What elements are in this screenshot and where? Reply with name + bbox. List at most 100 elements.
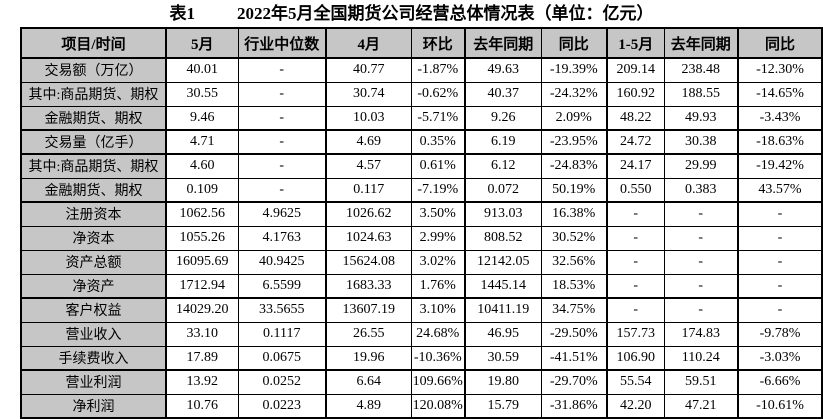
table-cell: - bbox=[737, 201, 823, 227]
table-cell: 4.71 bbox=[165, 129, 239, 155]
table-cell: 4.57 bbox=[325, 153, 412, 179]
table-cell: - bbox=[663, 249, 739, 275]
table-cell: - bbox=[606, 297, 665, 323]
table-cell: 40.01 bbox=[165, 57, 239, 83]
table-row: 净资本 1055.26 4.1763 1024.63 2.99% 808.52 30.52%… bbox=[20, 225, 823, 251]
table-cell: 30.74 bbox=[325, 81, 412, 107]
table-cell: 30.59 bbox=[464, 345, 542, 371]
table-cell: 174.83 bbox=[663, 321, 739, 347]
table-row: 金融期货、期权 9.46-10.03 -5.71% 9.26 2.09% 48.22 49.… bbox=[20, 105, 823, 131]
table-cell: 32.56% bbox=[540, 249, 608, 275]
table-cell: 24.17 bbox=[606, 153, 665, 179]
table-cell: - bbox=[663, 273, 739, 299]
column-header: 行业中位数 bbox=[237, 27, 327, 59]
row-label: 净资本 bbox=[20, 225, 167, 251]
table-cell: 6.5599 bbox=[237, 273, 327, 299]
table-cell: 4.9625 bbox=[237, 201, 327, 227]
table-cell: 1712.94 bbox=[165, 273, 239, 299]
table-cell: 808.52 bbox=[464, 225, 542, 251]
table-cell: 13607.19 bbox=[325, 297, 412, 323]
table-cell: 3.02% bbox=[410, 249, 466, 275]
table-cell: 10.03 bbox=[325, 105, 412, 131]
table-cell: 0.0223 bbox=[237, 393, 327, 419]
table-cell: -29.70% bbox=[540, 369, 608, 395]
row-label: 手续费收入 bbox=[20, 345, 167, 371]
table-cell: 209.14 bbox=[606, 57, 665, 83]
row-label: 交易量（亿手） bbox=[20, 129, 167, 155]
table-cell: 49.93 bbox=[663, 105, 739, 131]
table-cell: - bbox=[737, 273, 823, 299]
table-cell: 4.1763 bbox=[237, 225, 327, 251]
table-cell: 188.55 bbox=[663, 81, 739, 107]
table-cell: - bbox=[606, 201, 665, 227]
table-cell: -0.62% bbox=[410, 81, 466, 107]
table-row: 客户权益 14029.20 33.5655 13607.19 3.10% 10411.19… bbox=[20, 297, 823, 323]
column-header: 去年同期 bbox=[464, 27, 542, 59]
table-cell: 40.9425 bbox=[237, 249, 327, 275]
table-row: 营业收入 33.10 0.1117 26.55 24.68% 46.95 -29.50% 15… bbox=[20, 321, 823, 347]
table-cell: 10.76 bbox=[165, 393, 239, 419]
table-cell: 9.26 bbox=[464, 105, 542, 131]
table-cell: 1024.63 bbox=[325, 225, 412, 251]
table-cell: 0.072 bbox=[464, 177, 542, 203]
table-cell: 1026.62 bbox=[325, 201, 412, 227]
column-header: 环比 bbox=[410, 27, 466, 59]
table-cell: -10.36% bbox=[410, 345, 466, 371]
table-row: 手续费收入 17.89 0.0675 19.96 -10.36% 30.59 -41.51%… bbox=[20, 345, 823, 371]
table-cell: 2.09% bbox=[540, 105, 608, 131]
table-cell: 1062.56 bbox=[165, 201, 239, 227]
table-cell: 19.96 bbox=[325, 345, 412, 371]
table-cell: -24.83% bbox=[540, 153, 608, 179]
table-row: 交易额（万亿） 40.01-40.77 -1.87% 49.63 -19.39% 209.… bbox=[20, 57, 823, 83]
table-cell: 12142.05 bbox=[464, 249, 542, 275]
table-cell: 16095.69 bbox=[165, 249, 239, 275]
table-cell: 14029.20 bbox=[165, 297, 239, 323]
table-cell: 10411.19 bbox=[464, 297, 542, 323]
table-cell: 40.37 bbox=[464, 81, 542, 107]
table-cell: -5.71% bbox=[410, 105, 466, 131]
table-cell: 18.53% bbox=[540, 273, 608, 299]
table-cell: -41.51% bbox=[540, 345, 608, 371]
table-cell: - bbox=[237, 81, 327, 107]
table-cell: 30.55 bbox=[165, 81, 239, 107]
table-cell: 13.92 bbox=[165, 369, 239, 395]
table-cell: - bbox=[237, 105, 327, 131]
table-cell: 1.76% bbox=[410, 273, 466, 299]
table-cell: -19.39% bbox=[540, 57, 608, 83]
table-cell: 0.109 bbox=[165, 177, 239, 203]
row-label: 其中:商品期货、期权 bbox=[20, 153, 167, 179]
table-cell: -29.50% bbox=[540, 321, 608, 347]
column-header: 4月 bbox=[325, 27, 412, 59]
table-cell: 109.66% bbox=[410, 369, 466, 395]
table-cell: -19.42% bbox=[737, 153, 823, 179]
table-cell: 6.19 bbox=[464, 129, 542, 155]
table-cell: 30.52% bbox=[540, 225, 608, 251]
table-cell: 3.10% bbox=[410, 297, 466, 323]
table-row: 资产总额 16095.69 40.9425 15624.08 3.02% 12142.05… bbox=[20, 249, 823, 275]
table-row: 注册资本 1062.56 4.9625 1026.62 3.50% 913.03 16.38… bbox=[20, 201, 823, 227]
table-cell: 47.21 bbox=[663, 393, 739, 419]
table-cell: 0.383 bbox=[663, 177, 739, 203]
table-cell: -3.43% bbox=[737, 105, 823, 131]
table-cell: -10.61% bbox=[737, 393, 823, 419]
column-header: 1-5月 bbox=[606, 27, 665, 59]
table-cell: -9.78% bbox=[737, 321, 823, 347]
table-row: 其中:商品期货、期权 4.60-4.57 0.61% 6.12 -24.83% 24.17… bbox=[20, 153, 823, 179]
table-cell: -14.65% bbox=[737, 81, 823, 107]
row-label: 交易额（万亿） bbox=[20, 57, 167, 83]
table-cell: 110.24 bbox=[663, 345, 739, 371]
table-cell: -6.66% bbox=[737, 369, 823, 395]
column-header: 同比 bbox=[737, 27, 823, 59]
table-cell: 0.35% bbox=[410, 129, 466, 155]
column-header: 项目/时间 bbox=[20, 27, 167, 59]
row-label: 资产总额 bbox=[20, 249, 167, 275]
row-label: 注册资本 bbox=[20, 201, 167, 227]
table-cell: 4.89 bbox=[325, 393, 412, 419]
table-number: 表1 bbox=[169, 4, 196, 23]
row-label: 金融期货、期权 bbox=[20, 177, 167, 203]
table-cell: 15.79 bbox=[464, 393, 542, 419]
table-cell: 1055.26 bbox=[165, 225, 239, 251]
table-cell: -12.30% bbox=[737, 57, 823, 83]
table-cell: -24.32% bbox=[540, 81, 608, 107]
table-cell: 160.92 bbox=[606, 81, 665, 107]
